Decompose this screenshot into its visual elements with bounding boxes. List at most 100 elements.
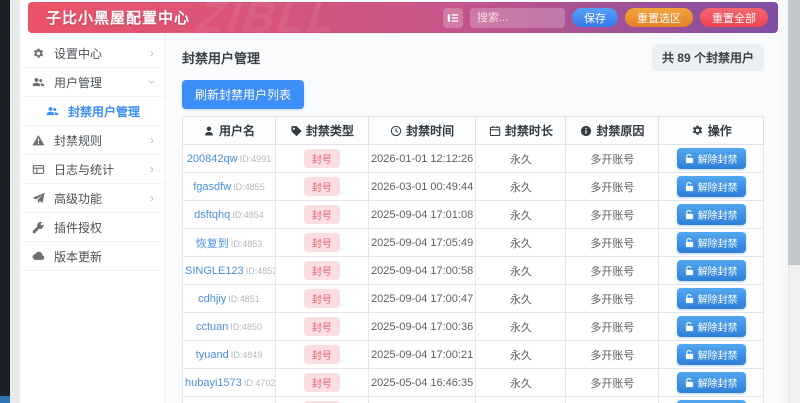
user-id-label: ID:4850 [230,321,262,332]
username-link[interactable]: fgasdfw [193,180,232,193]
sidebar-item[interactable]: 高级功能 › [20,184,164,213]
ban-type-badge: 封号 [303,401,340,403]
main-content: 封禁用户管理 共 89 个封禁用户 刷新封禁用户列表 用户名 封禁类型 封禁时间 封禁… [165,33,778,403]
column-header-label: 操作 [707,124,732,138]
sidebar-item[interactable]: 插件授权 [20,213,164,242]
ban-type-badge: 封号 [303,317,340,336]
logs-icon [32,162,46,176]
reset-selection-button[interactable]: 重置选区 [625,8,693,27]
unban-button[interactable]: 解除封禁 [676,204,746,225]
ban-reason-cell: 多开账号 [565,228,660,257]
unban-button-label: 解除封禁 [697,351,738,362]
unban-button[interactable]: 解除封禁 [676,176,746,197]
table-row: dsftqhq ID:4854 封号 2025-09-04 17:01:08 永久 多开账… [182,200,764,229]
unban-button-label: 解除封禁 [697,155,738,166]
unban-button[interactable]: 解除封禁 [676,400,746,403]
unban-button-label: 解除封禁 [697,295,738,306]
unban-button[interactable]: 解除封禁 [676,148,746,169]
sidebar-item[interactable]: 版本更新 [20,242,164,271]
user-id-label: ID:4853 [230,238,263,249]
table-body: 200842qw ID:4991 封号 2026-01-01 12:12:26 永久 多开… [182,144,764,403]
user-id-label: ID:4852 [245,265,276,276]
column-header: 用户名 [182,116,276,145]
unban-button-label: 解除封禁 [697,379,738,390]
sidebar-item-active[interactable]: 封禁用户管理 [20,97,164,126]
save-button[interactable]: 保存 [572,8,618,27]
ban-time-cell: 2025-09-04 17:00:36 [367,312,477,341]
ban-reason-cell: 多开账号 [565,172,660,201]
ban-time-cell: 2025-05-05 20:25:09 [367,396,477,403]
desktop-edge-strip [0,0,10,403]
ban-type-badge: 封号 [303,177,340,196]
column-header-label: 封禁类型 [305,124,354,138]
unban-button[interactable]: 解除封禁 [676,260,746,281]
username-link[interactable]: cdhjiy [198,292,227,305]
ban-type-badge: 封号 [303,289,340,308]
brand-watermark: ZIBLL [194,2,342,33]
ban-time-cell: 2026-01-01 12:12:26 [367,144,477,173]
username-link[interactable]: SINGLE123 [185,264,244,277]
unlock-icon [685,349,694,360]
unban-button[interactable]: 解除封禁 [676,372,746,393]
unban-button-label: 解除封禁 [697,183,738,194]
username-link[interactable]: dsftqhq [194,208,231,221]
ban-reason-cell: 多开账号 [565,256,660,285]
search-input[interactable] [470,7,565,28]
ban-duration-cell: 永久 [475,172,567,201]
column-header: 封禁时长 [475,116,567,145]
ban-duration-cell: 永久 [475,340,567,369]
refresh-list-button[interactable]: 刷新封禁用户列表 [182,80,305,109]
column-header-label: 封禁时长 [504,124,553,138]
ban-duration-cell: 永久 [475,368,567,397]
ban-type-badge: 封号 [303,149,340,168]
username-link[interactable]: cctuan [196,320,229,333]
user-icon [203,125,215,137]
sidebar-item[interactable]: 日志与统计 › [20,155,164,184]
sidebar-item[interactable]: 设置中心 › [20,39,164,68]
sidebar-item-label: 封禁用户管理 [68,104,141,119]
unban-button[interactable]: 解除封禁 [676,288,746,309]
unlock-icon [685,377,694,388]
ban-time-cell: 2025-09-04 17:00:47 [367,284,477,313]
page-title-header: 子比小黑屋配置中心 [46,10,191,27]
unban-button-label: 解除封禁 [697,239,738,250]
user-id-label: ID:4991 [239,153,272,164]
column-header: 封禁时间 [367,116,477,145]
ban-reason-cell: 多开账号 [565,340,660,369]
chevron-right-icon: › [150,191,154,205]
taskbar-accent [0,396,10,403]
unlock-icon [685,181,694,192]
username-link[interactable]: 200842qw [186,152,238,165]
list-menu-icon-button[interactable] [443,7,463,28]
ban-reason-cell: 多开账号 [565,312,660,341]
sidebar-item-label: 插件授权 [54,220,103,235]
section-title: 封禁用户管理 [182,51,261,66]
unban-button[interactable]: 解除封禁 [676,316,746,337]
clock-icon [390,125,402,137]
banned-users-table: 用户名 封禁类型 封禁时间 封禁时长 封禁原因 操作 200842qw ID:4991 封号 2… [182,116,764,403]
ban-type-badge: 封号 [303,345,340,364]
sidebar-item-label: 版本更新 [54,249,103,264]
sidebar-item-label: 设置中心 [54,46,103,61]
chevron-down-icon: › [145,80,159,84]
table-row: cdhjiy ID:4851 封号 2025-09-04 17:00:47 永久 多开账号… [182,284,764,313]
gear-icon [691,124,704,137]
username-link[interactable]: 恢复到 [195,237,229,250]
unban-button[interactable]: 解除封禁 [676,232,746,253]
username-link[interactable]: hubayi1573 [185,376,242,389]
table-row: fgasdfw ID:4855 封号 2026-03-01 00:49:44 永久 多开账… [182,172,764,201]
list-icon [447,13,459,22]
unban-button[interactable]: 解除封禁 [676,344,746,365]
username-link[interactable]: tyuand [195,348,229,361]
user-id-label: ID:4702 [243,377,276,388]
ban-reason-cell: 多开账号 [565,284,660,313]
ban-duration-cell: 永久 [475,228,567,257]
reset-all-button[interactable]: 重置全部 [700,8,768,27]
sidebar-item[interactable]: 封禁规则 › [20,126,164,155]
sidebar-item[interactable]: 用户管理 › [20,68,164,97]
unlock-icon [685,265,694,276]
ban-reason-cell: 多开账号 [565,200,660,229]
scrollbar-thumb[interactable] [788,0,800,265]
column-header-label: 用户名 [218,124,255,138]
